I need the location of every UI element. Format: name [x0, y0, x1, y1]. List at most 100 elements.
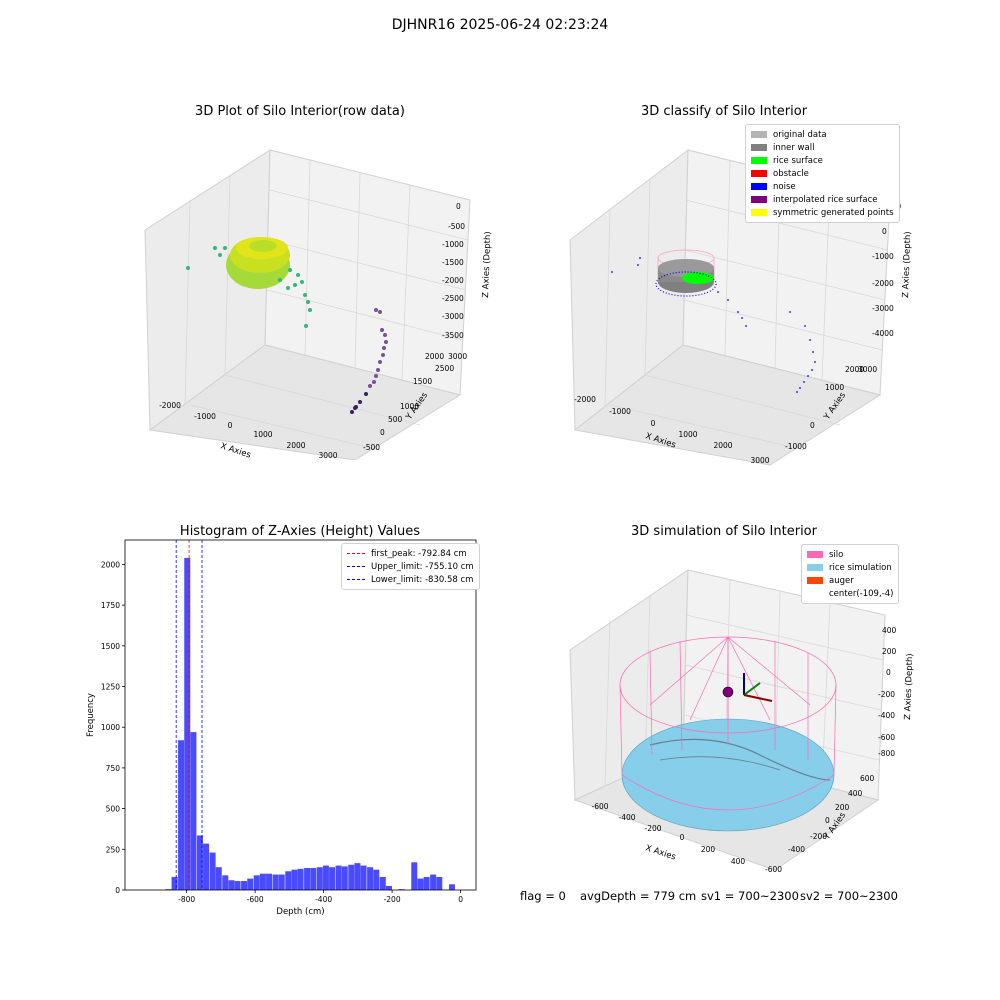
raw-ztick: -3000	[442, 312, 464, 321]
x-tick-label: -400	[315, 895, 332, 904]
classify-xtick: -2000	[574, 395, 596, 404]
histogram-bar	[266, 873, 273, 890]
histogram-bar	[385, 885, 392, 890]
classify-ztick: -4000	[872, 329, 894, 338]
histogram-bar	[329, 867, 336, 890]
sim-ztick: -200	[878, 690, 895, 699]
histogram-bar	[436, 876, 443, 890]
sim-ytick: -600	[765, 865, 782, 874]
legend-entry: rice surface	[751, 154, 894, 167]
histogram-frame	[124, 539, 477, 891]
sim-xtick: 400	[731, 857, 746, 866]
raw-xtick: 2000	[286, 441, 305, 450]
raw-zlabel: Z Axies (Depth)	[481, 231, 493, 298]
raw-xtick: 3000	[318, 451, 337, 460]
histogram-bar	[203, 843, 210, 890]
histogram-chart: -800 -600 -400 -200 0 0 250 500 750 1000 1250 1500 1…	[86, 539, 477, 917]
y-tick-label: 1750	[101, 601, 120, 610]
histogram-ylabel: Frequency	[86, 693, 96, 737]
sim-xtick: -600	[591, 802, 608, 811]
histogram-bar	[297, 868, 304, 890]
histogram-xlabel: Depth (cm)	[276, 907, 324, 917]
classify-xtick: 3000	[750, 456, 769, 465]
histogram-bar	[228, 880, 235, 890]
raw-xtick: -1000	[194, 412, 216, 421]
legend-entry: auger	[807, 574, 893, 587]
classify-ytick: -1000	[785, 442, 807, 451]
x-tick-label: 0	[458, 895, 463, 904]
sim-xtick: 200	[701, 845, 716, 854]
legend-entry: obstacle	[751, 167, 894, 180]
histogram-bar	[215, 867, 222, 890]
status-sv2: sv2 = 700~2300	[800, 889, 898, 903]
raw-ytick: 1500	[413, 377, 432, 386]
legend-entry: silo	[807, 548, 893, 561]
sim-ytick: 600	[860, 774, 875, 783]
classify-ztick: -1000	[872, 252, 894, 261]
raw-ytick: 500	[388, 415, 403, 424]
histogram-bar	[367, 867, 374, 890]
histogram-bar	[253, 875, 260, 890]
figure-title: DJHNR16 2025-06-24 02:23:24	[391, 17, 609, 33]
histogram-bar	[448, 884, 455, 890]
histogram-bar	[398, 889, 405, 890]
y-tick-label: 750	[106, 764, 121, 773]
histogram-bar	[430, 874, 437, 890]
raw-ytick: 2500	[435, 364, 454, 373]
legend-entry: first_peak: -792.84 cm	[347, 547, 474, 560]
classify-xtick: 1000	[678, 430, 697, 439]
classify-ytick: 3000	[858, 365, 877, 374]
histogram-bar	[411, 862, 418, 890]
legend-line	[347, 579, 365, 580]
legend-line	[347, 566, 365, 567]
status-flag: flag = 0	[520, 889, 566, 903]
y-tick-label: 1500	[101, 642, 120, 651]
classify-plot-title: 3D classify of Silo Interior	[640, 104, 808, 119]
classify-xtick: -1000	[609, 407, 631, 416]
legend-swatch	[807, 551, 823, 558]
raw-ytick: 2000	[425, 352, 444, 361]
raw-ztick: -3500	[442, 331, 464, 340]
sim-xtick: -400	[618, 813, 635, 822]
histogram-bar	[171, 876, 178, 890]
y-tick-label: 500	[106, 805, 121, 814]
histogram-bar	[417, 878, 424, 890]
histogram-bar	[234, 881, 241, 890]
sim-ytick: -400	[788, 845, 805, 854]
raw-ztick: -2000	[442, 276, 464, 285]
histogram-bar	[310, 868, 317, 890]
histogram-bar	[259, 873, 266, 890]
classify-ztick: -2000	[872, 279, 894, 288]
raw-xtick: -2000	[159, 401, 181, 410]
sim-ztick: 400	[882, 626, 897, 635]
x-tick-label: -200	[384, 895, 401, 904]
legend-entry: Lower_limit: -830.58 cm	[347, 573, 474, 586]
raw-plot-title: 3D Plot of Silo Interior(row data)	[195, 104, 405, 119]
raw-ring-cluster	[226, 237, 290, 289]
x-tick-label: -800	[178, 895, 195, 904]
raw-ytick: -500	[363, 443, 380, 452]
legend-swatch	[807, 564, 823, 571]
sim-ztick: 200	[882, 647, 897, 656]
histogram-bar	[184, 557, 191, 890]
raw-xtick: 0	[228, 421, 233, 430]
raw-ytick: 3000	[448, 352, 467, 361]
y-tick-label: 2000	[101, 560, 120, 569]
sim-ztick: 0	[886, 668, 891, 677]
histogram-bar	[278, 874, 285, 890]
legend-entry: rice simulation	[807, 561, 893, 574]
raw-ztick: -1000	[442, 240, 464, 249]
classify-xtick: 0	[651, 419, 656, 428]
sim-xtick: -200	[644, 824, 661, 833]
sim-ytick: 200	[835, 803, 850, 812]
histogram-bar	[354, 863, 361, 890]
x-tick-label: -600	[247, 895, 264, 904]
legend-swatch	[751, 157, 767, 164]
histogram-bar	[190, 732, 197, 890]
sim-xtick: 0	[680, 833, 685, 842]
legend-entry: symmetric generated points	[751, 206, 894, 219]
histogram-bar	[272, 874, 279, 890]
simulation-3d-plot: -600 -400 -200 0 200 400 X Axies -600 -4…	[569, 569, 915, 874]
sim-xlabel: X Axies	[644, 843, 677, 862]
legend-entry: original data	[751, 128, 894, 141]
